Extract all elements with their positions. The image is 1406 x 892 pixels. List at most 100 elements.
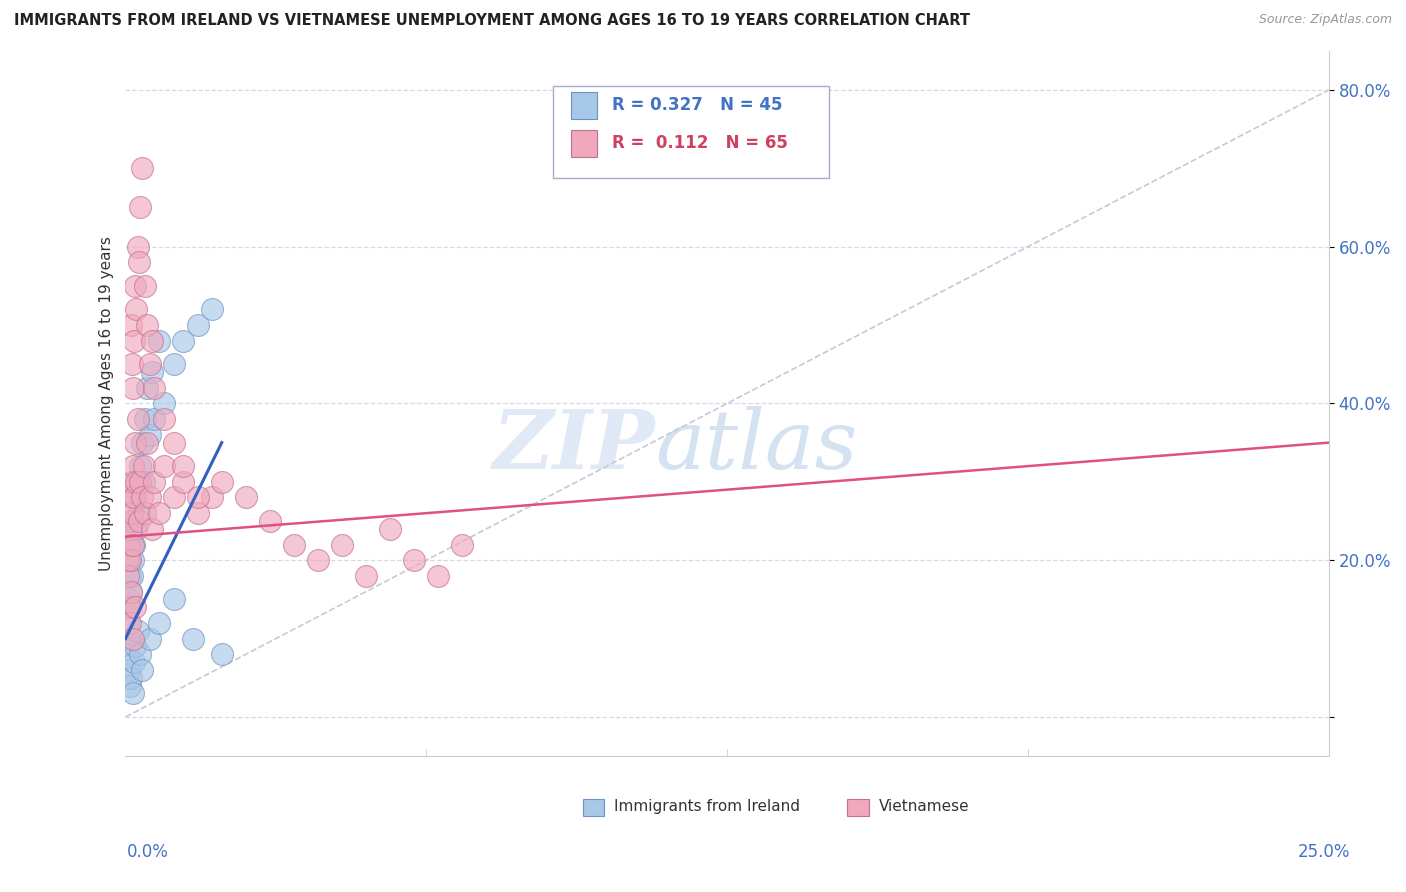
Point	[143, 412, 166, 426]
Point	[121, 537, 143, 551]
Point	[129, 459, 152, 474]
FancyBboxPatch shape	[553, 86, 830, 178]
Point	[120, 615, 142, 630]
Point	[283, 537, 305, 551]
Point	[124, 278, 146, 293]
Point	[120, 671, 142, 685]
Point	[124, 435, 146, 450]
Point	[127, 475, 149, 489]
Point	[134, 278, 156, 293]
Point	[136, 318, 159, 332]
Point	[380, 522, 402, 536]
Point	[121, 357, 143, 371]
Point	[127, 624, 149, 638]
Text: IMMIGRANTS FROM IRELAND VS VIETNAMESE UNEMPLOYMENT AMONG AGES 16 TO 19 YEARS COR: IMMIGRANTS FROM IRELAND VS VIETNAMESE UN…	[14, 13, 970, 29]
Point	[124, 640, 146, 654]
Point	[153, 459, 176, 474]
Point	[148, 615, 170, 630]
Point	[127, 412, 149, 426]
Point	[134, 412, 156, 426]
Point	[118, 632, 141, 646]
Text: Immigrants from Ireland: Immigrants from Ireland	[614, 799, 800, 814]
Point	[201, 302, 224, 317]
Point	[128, 255, 150, 269]
Point	[143, 381, 166, 395]
Point	[162, 435, 184, 450]
Text: R = 0.327   N = 45: R = 0.327 N = 45	[612, 96, 782, 114]
Point	[125, 475, 148, 489]
Text: 25.0%: 25.0%	[1298, 843, 1350, 861]
Point	[118, 600, 141, 615]
Point	[118, 663, 141, 677]
Point	[131, 491, 153, 505]
Point	[122, 553, 145, 567]
Point	[141, 365, 163, 379]
Point	[131, 161, 153, 176]
Point	[117, 615, 139, 630]
Point	[143, 475, 166, 489]
Y-axis label: Unemployment Among Ages 16 to 19 years: Unemployment Among Ages 16 to 19 years	[100, 236, 114, 571]
Point	[120, 679, 142, 693]
Text: R =  0.112   N = 65: R = 0.112 N = 65	[612, 134, 787, 153]
Point	[124, 491, 146, 505]
Point	[121, 475, 143, 489]
Point	[122, 537, 145, 551]
Bar	[582, 798, 605, 816]
Point	[136, 435, 159, 450]
Point	[162, 357, 184, 371]
Point	[129, 647, 152, 661]
Point	[187, 506, 209, 520]
Bar	[571, 92, 598, 120]
Point	[122, 491, 145, 505]
Point	[122, 537, 145, 551]
Point	[124, 600, 146, 615]
Point	[132, 475, 155, 489]
Point	[118, 600, 141, 615]
Point	[404, 553, 426, 567]
Point	[117, 647, 139, 661]
Point	[136, 381, 159, 395]
Point	[141, 522, 163, 536]
Point	[120, 491, 142, 505]
Point	[122, 381, 145, 395]
Point	[131, 435, 153, 450]
Point	[122, 334, 145, 348]
Point	[172, 459, 194, 474]
Point	[153, 396, 176, 410]
Point	[162, 491, 184, 505]
Point	[451, 537, 474, 551]
Text: Source: ZipAtlas.com: Source: ZipAtlas.com	[1258, 13, 1392, 27]
Point	[153, 412, 176, 426]
Point	[138, 491, 160, 505]
Text: 0.0%: 0.0%	[127, 843, 169, 861]
Point	[120, 522, 142, 536]
Text: Vietnamese: Vietnamese	[879, 799, 969, 814]
Point	[120, 584, 142, 599]
Point	[128, 506, 150, 520]
Point	[125, 522, 148, 536]
Bar	[571, 129, 598, 156]
Point	[129, 201, 152, 215]
Point	[131, 663, 153, 677]
Point	[211, 475, 233, 489]
Point	[172, 475, 194, 489]
Point	[127, 240, 149, 254]
Point	[120, 318, 142, 332]
Point	[181, 632, 204, 646]
Point	[134, 506, 156, 520]
Point	[132, 459, 155, 474]
Point	[120, 584, 142, 599]
Point	[354, 569, 377, 583]
Point	[125, 302, 148, 317]
Point	[118, 553, 141, 567]
Point	[138, 357, 160, 371]
Point	[121, 632, 143, 646]
Point	[172, 334, 194, 348]
Point	[187, 491, 209, 505]
Point	[118, 537, 141, 551]
Point	[201, 491, 224, 505]
Point	[118, 592, 141, 607]
Point	[138, 427, 160, 442]
Point	[121, 569, 143, 583]
Text: atlas: atlas	[655, 406, 858, 486]
